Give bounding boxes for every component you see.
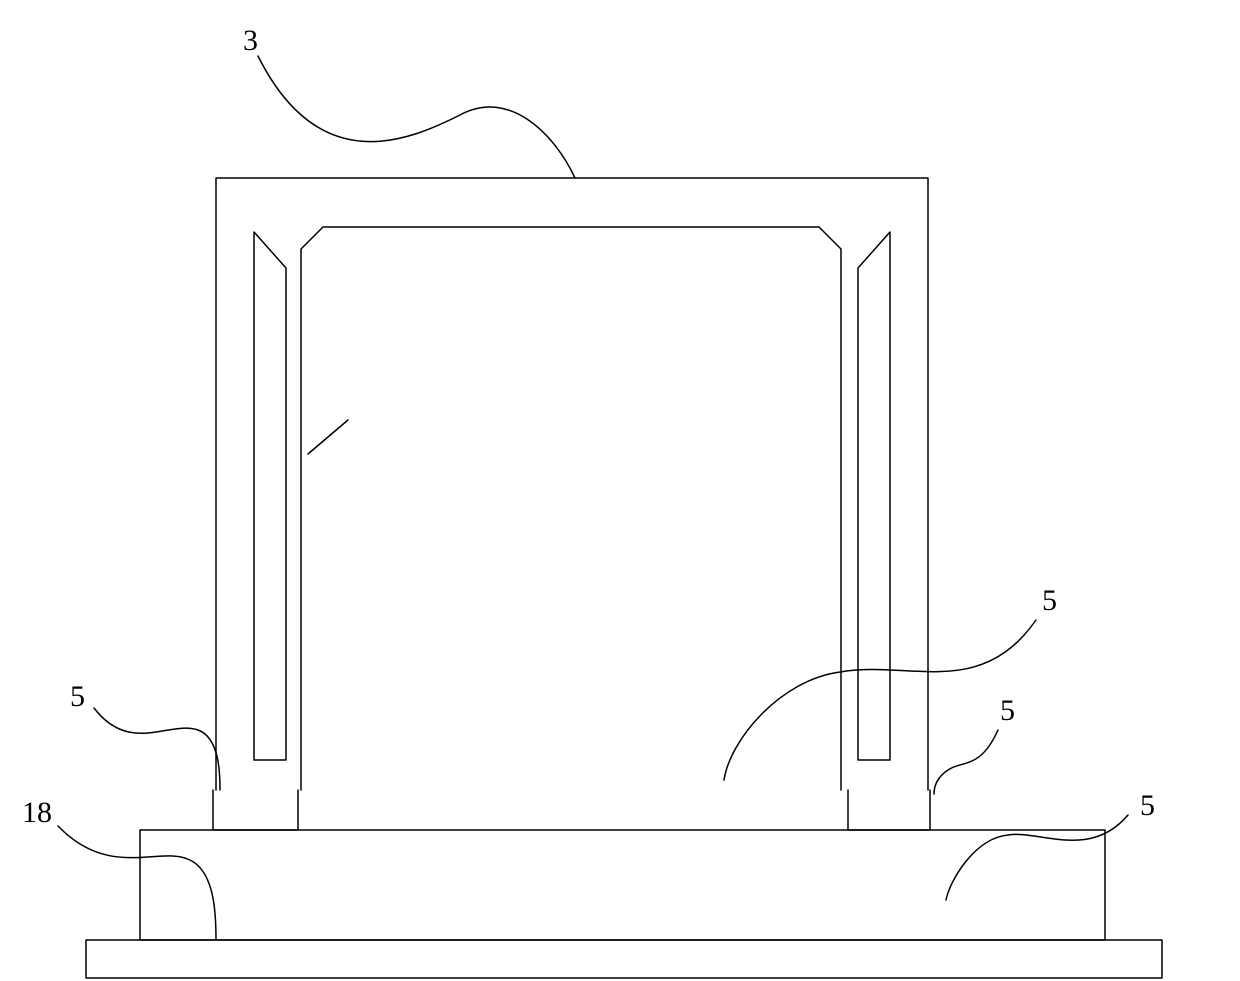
slot-right <box>848 790 930 830</box>
label-18: 18 <box>22 796 52 829</box>
leader-ld1 <box>258 56 575 178</box>
leader-ld18 <box>58 826 216 940</box>
leader-ld5l <box>94 708 220 790</box>
leader-ld5r <box>934 730 998 794</box>
label-4: 5 <box>1140 789 1155 822</box>
leader-tick2 <box>308 420 348 454</box>
label-3: 5 <box>1042 584 1057 617</box>
plinth <box>140 830 1105 940</box>
base-slab <box>86 940 1162 978</box>
label-5r: 5 <box>1000 694 1015 727</box>
leader-ld3 <box>724 620 1036 780</box>
frame-outer <box>216 178 928 790</box>
leader-ld4 <box>946 815 1128 900</box>
label-5l: 5 <box>70 680 85 713</box>
slot-left <box>213 790 298 830</box>
leg-groove-left <box>254 232 286 760</box>
leg-groove-right <box>858 232 890 760</box>
frame-inner-opening <box>301 227 841 790</box>
label-1: 3 <box>243 24 258 57</box>
